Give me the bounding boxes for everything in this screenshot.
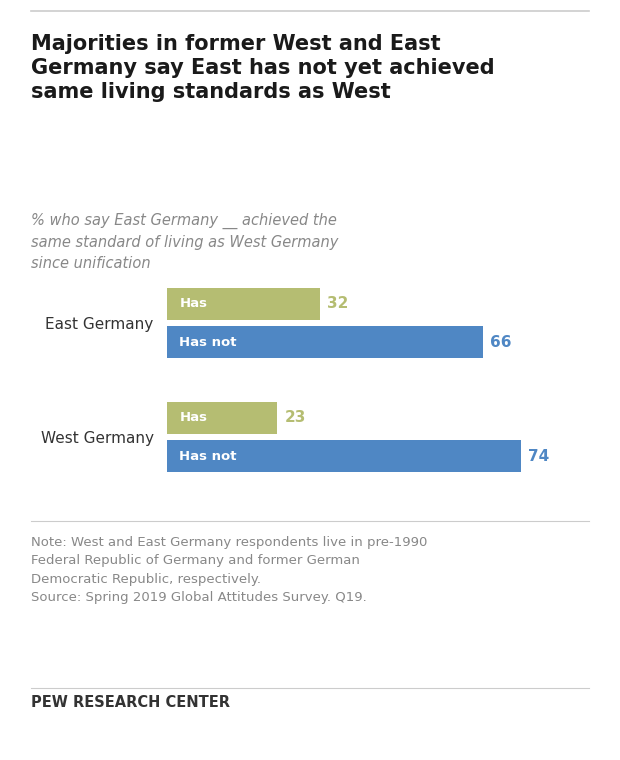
Bar xyxy=(167,327,483,359)
Text: PEW RESEARCH CENTER: PEW RESEARCH CENTER xyxy=(31,695,230,711)
Text: 23: 23 xyxy=(285,410,306,425)
Text: 74: 74 xyxy=(528,449,549,464)
Text: Majorities in former West and East
Germany say East has not yet achieved
same li: Majorities in former West and East Germa… xyxy=(31,34,495,102)
Text: 32: 32 xyxy=(327,296,349,311)
Bar xyxy=(167,401,277,433)
Text: Has not: Has not xyxy=(179,336,237,349)
Text: Has not: Has not xyxy=(179,450,237,463)
Bar xyxy=(167,288,321,320)
Bar xyxy=(167,441,521,473)
Text: 66: 66 xyxy=(490,335,511,350)
Text: % who say East Germany __ achieved the
same standard of living as West Germany
s: % who say East Germany __ achieved the s… xyxy=(31,213,339,271)
Text: Has: Has xyxy=(179,411,207,424)
Text: Has: Has xyxy=(179,297,207,310)
Text: Note: West and East Germany respondents live in pre-1990
Federal Republic of Ger: Note: West and East Germany respondents … xyxy=(31,536,427,604)
